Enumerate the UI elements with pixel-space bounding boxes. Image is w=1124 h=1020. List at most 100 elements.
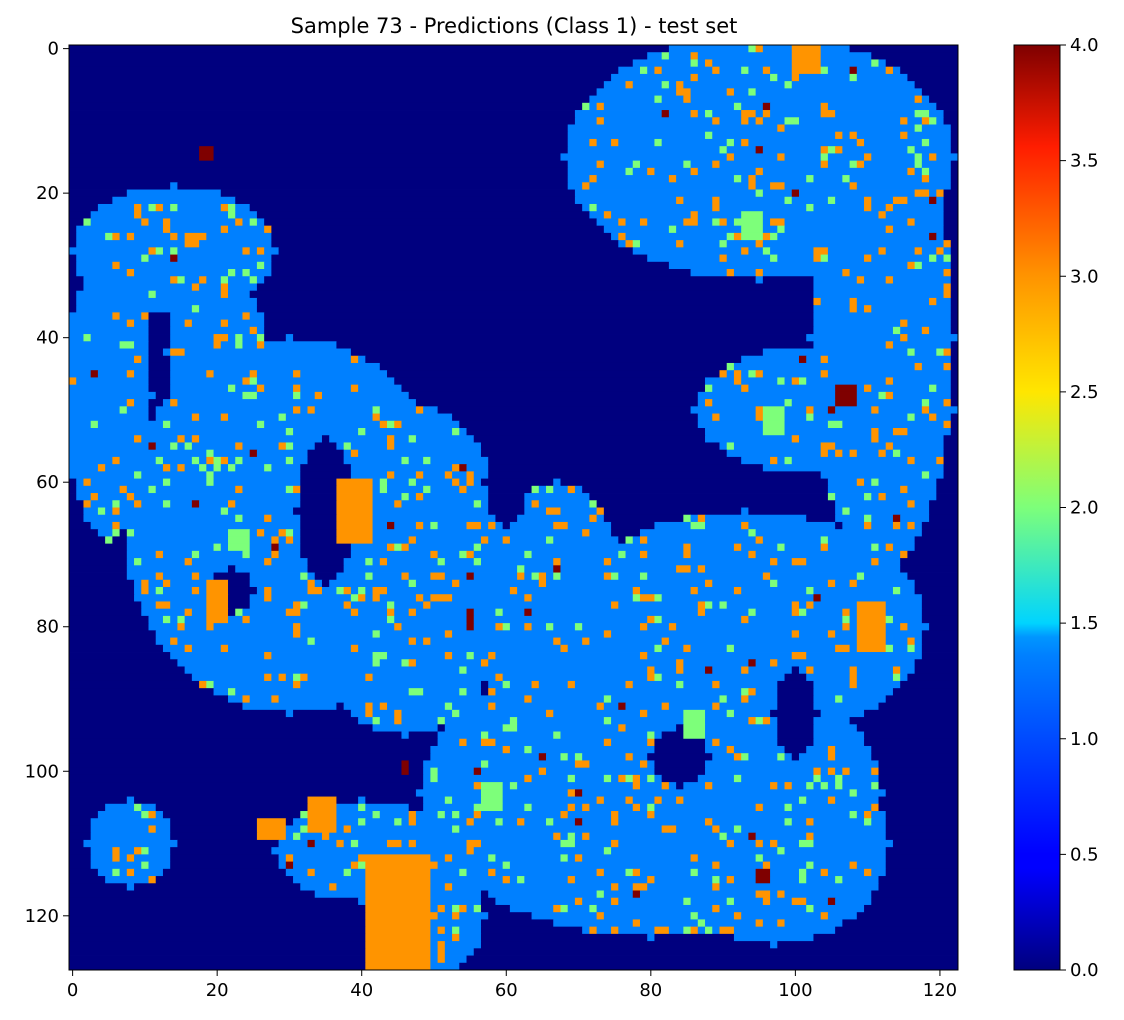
heatmap-cell-run [162, 579, 171, 588]
heatmap-cell-run [943, 471, 959, 479]
heatmap-cell-run [415, 471, 424, 479]
heatmap-cell-run [452, 702, 489, 711]
heatmap-cell-run [806, 652, 923, 660]
heatmap-cell-run [415, 594, 424, 602]
heatmap-cell-run [264, 341, 337, 349]
heatmap-cell-run [770, 839, 778, 848]
heatmap-cell-run [871, 745, 959, 754]
heatmap-cell-run [162, 586, 193, 595]
heatmap-cell-run [668, 926, 684, 935]
heatmap-cell-run [806, 334, 901, 342]
heatmap-cell-run [126, 370, 135, 378]
heatmap-cell-run [220, 189, 576, 198]
heatmap-cell-run [733, 175, 742, 183]
heatmap-cell-run [256, 529, 265, 537]
heatmap-cell-run [596, 926, 612, 935]
heatmap-cell-run [654, 66, 663, 75]
heatmap-cell-run [423, 774, 431, 783]
heatmap-cell-run [849, 182, 858, 190]
heatmap-cell-run [784, 218, 908, 227]
heatmap-cell-run [394, 435, 410, 443]
heatmap-cell-run [372, 514, 496, 523]
heatmap-cell-run [90, 370, 99, 378]
heatmap-cell-run [134, 211, 142, 219]
heatmap-cell-run [415, 789, 482, 797]
heatmap-cell-run [589, 102, 598, 111]
heatmap-cell-run [285, 608, 301, 617]
heatmap-cell-run [365, 890, 431, 899]
heatmap-cell-run [856, 572, 865, 581]
heatmap-cell-run [199, 456, 207, 465]
heatmap-cell-run [148, 847, 171, 855]
heatmap-cell-run [618, 926, 655, 935]
heatmap-cell-run [755, 550, 901, 559]
heatmap-cell-run [943, 456, 959, 465]
heatmap-cell-run [148, 825, 157, 834]
heatmap-cell-run [242, 695, 251, 704]
heatmap-cell-run [856, 73, 908, 82]
heatmap-cell-run [762, 167, 908, 176]
heatmap-cell-run [249, 370, 258, 378]
heatmap-cell-run [553, 623, 576, 631]
heatmap-cell-run [430, 572, 446, 581]
heatmap-cell-run [256, 384, 265, 393]
heatmap-cell-run [466, 688, 482, 696]
heatmap-cell-run [639, 782, 663, 790]
heatmap-cell-run [806, 175, 814, 183]
heatmap-cell-run [697, 565, 706, 573]
heatmap-cell-run [480, 536, 489, 545]
heatmap-cell-run [784, 543, 822, 552]
heatmap-cell-run [864, 818, 872, 826]
heatmap-cell-run [531, 774, 569, 783]
heatmap-cell-run [69, 514, 84, 523]
heatmap-cell-run [943, 218, 959, 227]
heatmap-cell-run [712, 131, 836, 140]
heatmap-cell-run [625, 724, 677, 732]
heatmap-cell-run [437, 717, 446, 725]
heatmap-cell-run [856, 912, 959, 920]
heatmap-cell-run [770, 232, 778, 241]
heatmap-cell-run [242, 456, 287, 465]
heatmap-cell-run [249, 269, 272, 277]
heatmap-cell-run [480, 789, 504, 797]
heatmap-cell-run [524, 500, 532, 508]
heatmap-cell-run [293, 680, 301, 689]
heatmap-cell-run [618, 572, 641, 581]
heatmap-cell-run [459, 904, 467, 913]
heatmap-cell-run [864, 868, 872, 877]
heatmap-cell-run [741, 175, 749, 183]
heatmap-cell-run [929, 175, 952, 183]
heatmap-cell-run [206, 579, 229, 588]
heatmap-cell-run [141, 601, 157, 610]
heatmap-cell-run [719, 876, 728, 884]
heatmap-cell-run [278, 529, 287, 537]
heatmap-cell-run [170, 348, 186, 357]
heatmap-cell-run [285, 854, 294, 863]
heatmap-cell-run [900, 623, 908, 631]
heatmap-cell-run [589, 803, 634, 812]
heatmap-cell-run [914, 586, 959, 595]
heatmap-cell-run [647, 760, 655, 769]
heatmap-cell-run [365, 919, 431, 928]
heatmap-cell-run [712, 218, 720, 227]
heatmap-cell-run [856, 391, 879, 400]
heatmap-cell-run [480, 688, 489, 696]
heatmap-cell-run [517, 717, 605, 725]
heatmap-cell-run [379, 717, 395, 725]
heatmap-cell-run [148, 254, 171, 263]
heatmap-cell-run [827, 579, 836, 588]
heatmap-cell-run [256, 326, 265, 335]
heatmap-cell-run [697, 211, 742, 219]
heatmap-cell-run [423, 760, 482, 769]
heatmap-cell-run [726, 745, 735, 754]
heatmap-cell-run [878, 406, 923, 414]
heatmap-cell-run [856, 644, 887, 653]
heatmap-cell-run [444, 630, 453, 638]
heatmap-cell-run [856, 449, 879, 458]
heatmap-cell-run [379, 594, 417, 602]
heatmap-cell-run [430, 774, 439, 783]
heatmap-cell-run [770, 861, 807, 870]
heatmap-cell-run [437, 774, 525, 783]
heatmap-cell-run [791, 377, 800, 386]
heatmap-cell-run [748, 117, 757, 125]
